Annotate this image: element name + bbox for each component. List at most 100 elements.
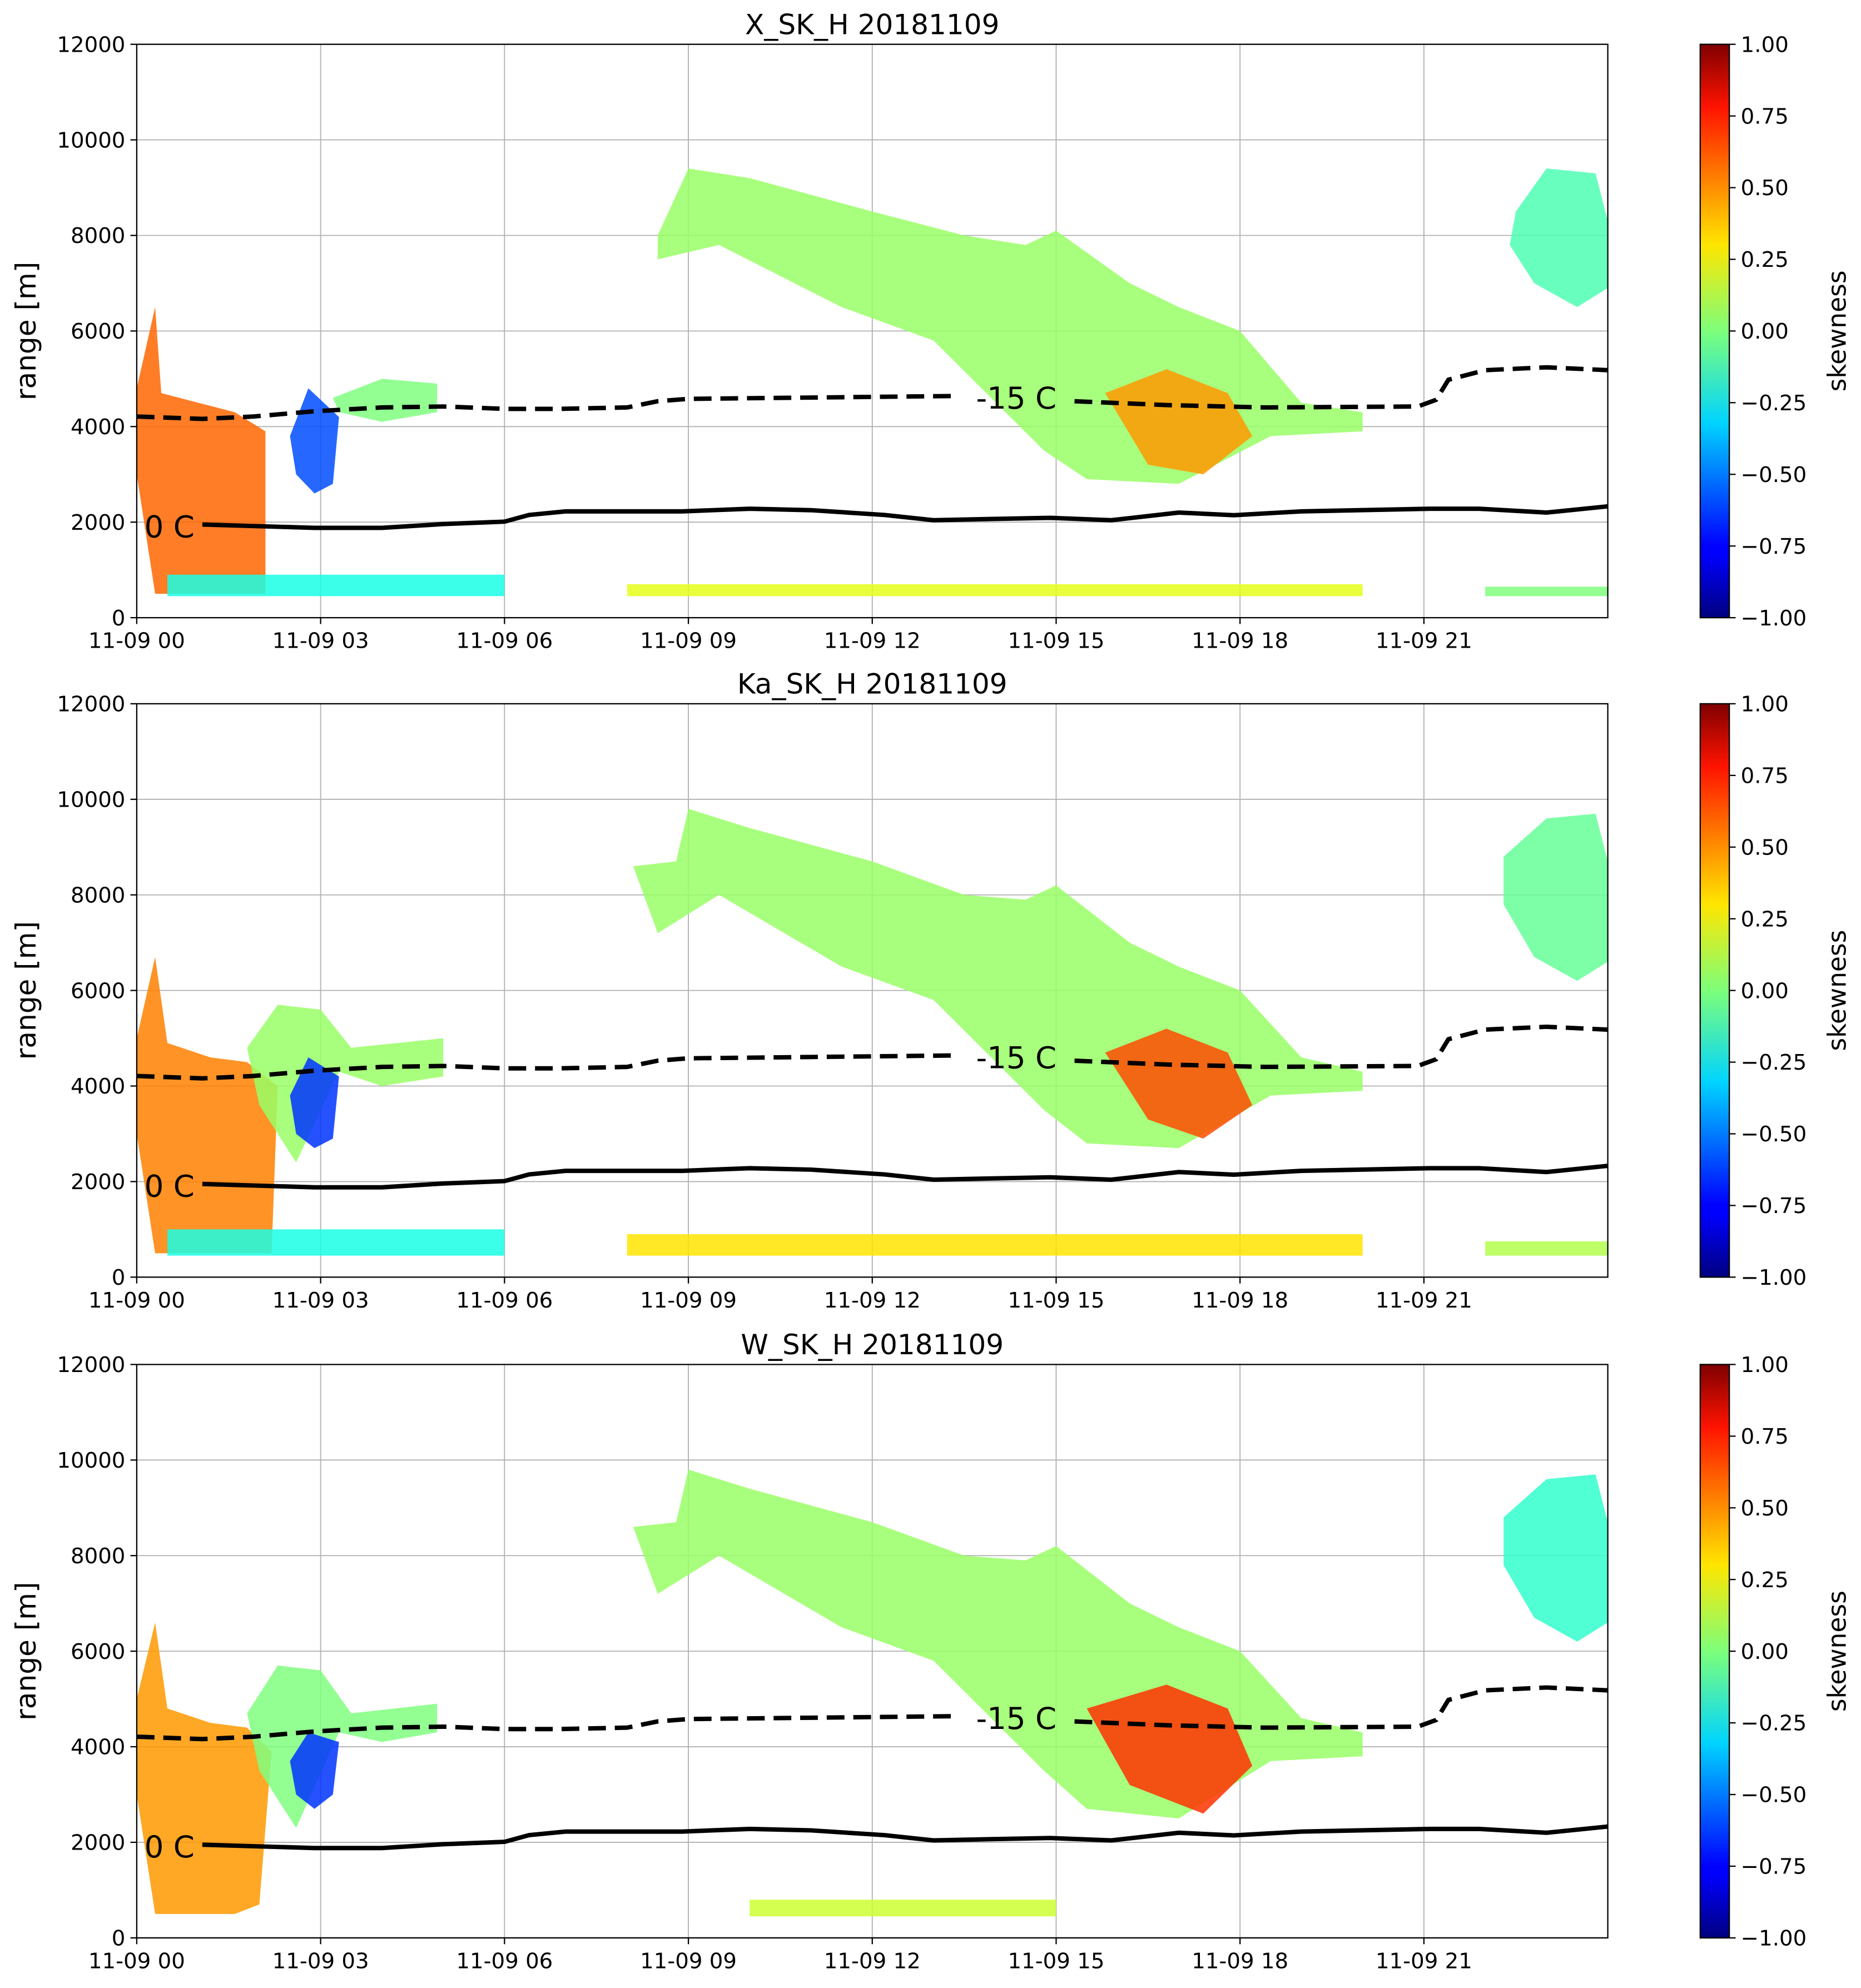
x-tick-label: 11-09 06 <box>456 629 553 654</box>
colorbar-tick-label: 1.00 <box>1741 32 1789 57</box>
colorbar-tick-label: −0.75 <box>1741 1855 1807 1880</box>
x-tick-label: 11-09 03 <box>272 629 369 654</box>
y-axis-label: range [m] <box>10 262 42 400</box>
colorbar-tick-label: 0.25 <box>1741 907 1789 932</box>
x-tick-label: 11-09 21 <box>1376 1949 1472 1974</box>
colorbar-tick-label: 0.25 <box>1741 1568 1789 1593</box>
x-tick-label: 11-09 00 <box>88 1288 185 1313</box>
y-tick-label: 0 <box>112 1265 126 1290</box>
x-tick-label: 11-09 12 <box>824 629 921 654</box>
isotherm-label: 0 C <box>145 1829 195 1865</box>
echo-region <box>136 1622 272 1914</box>
colorbar-tick-label: −1.00 <box>1741 1265 1807 1290</box>
echo-region <box>136 307 266 594</box>
y-axis-label: range [m] <box>10 921 42 1060</box>
x-tick-label: 11-09 18 <box>1192 1949 1288 1974</box>
colorbar-tick-label: 0.00 <box>1741 319 1789 344</box>
x-tick-label: 11-09 15 <box>1008 1288 1104 1313</box>
echo-region <box>136 957 278 1254</box>
x-tick-label: 11-09 09 <box>640 1949 737 1974</box>
colorbar-tick-label: 0.50 <box>1741 835 1789 860</box>
colorbar-tick-label: −0.50 <box>1741 1783 1807 1808</box>
colorbar-tick-label: 0.50 <box>1741 1496 1789 1521</box>
y-tick-label: 2000 <box>71 510 125 535</box>
y-tick-label: 12000 <box>57 32 125 57</box>
colorbar-tick-label: 0.00 <box>1741 1639 1789 1664</box>
echo-region <box>627 1234 1363 1256</box>
colorbar-tick-label: 0.50 <box>1741 176 1789 201</box>
axes-frame <box>136 1364 1609 1939</box>
isotherm-label: 0 C <box>145 509 195 544</box>
x-tick-label: 11-09 18 <box>1192 1288 1288 1313</box>
x-tick-label: 11-09 06 <box>456 1288 553 1313</box>
x-tick-label: 11-09 03 <box>272 1288 369 1313</box>
echo-region <box>657 168 1363 484</box>
isotherm-line <box>136 1685 1608 1742</box>
echo-region <box>1105 1028 1253 1139</box>
colorbar-tick-label: −1.00 <box>1741 606 1807 631</box>
y-tick-label: 2000 <box>71 1831 125 1856</box>
colorbar <box>1699 1364 1730 1939</box>
y-tick-label: 4000 <box>71 1735 125 1760</box>
colorbar-tick-label: 0.25 <box>1741 247 1789 272</box>
echo-region <box>1105 369 1253 475</box>
echo-region <box>167 1229 505 1256</box>
colorbar-label: skewness <box>1823 1591 1852 1712</box>
y-tick-label: 6000 <box>71 319 125 344</box>
y-tick-label: 4000 <box>71 415 125 440</box>
colorbar-tick-label: −0.25 <box>1741 1050 1807 1075</box>
chart-title: X_SK_H 20181109 <box>745 8 999 41</box>
y-tick-label: 8000 <box>71 1544 125 1569</box>
echo-region <box>290 388 339 494</box>
y-tick-label: 10000 <box>57 128 125 153</box>
isotherm-line <box>202 1824 1609 1851</box>
y-axis-label: range [m] <box>10 1582 42 1720</box>
colorbar-tick-label: −0.25 <box>1741 391 1807 416</box>
colorbar-tick-label: −0.50 <box>1741 463 1807 488</box>
y-tick-label: 6000 <box>71 978 125 1003</box>
echo-region <box>290 1057 339 1149</box>
x-tick-label: 11-09 15 <box>1008 1949 1104 1974</box>
colorbar-tick-label: −0.75 <box>1741 534 1807 559</box>
y-tick-label: 0 <box>112 1926 126 1951</box>
echo-region <box>290 1732 339 1809</box>
y-tick-label: 2000 <box>71 1170 125 1195</box>
colorbar-label: skewness <box>1823 930 1852 1051</box>
x-tick-label: 11-09 00 <box>88 1949 185 1974</box>
isotherm-line <box>202 1164 1609 1190</box>
echo-region <box>627 584 1363 597</box>
colorbar-tick-label: 1.00 <box>1741 692 1789 717</box>
echo-region <box>1485 1241 1608 1256</box>
echo-region <box>1086 1684 1253 1814</box>
x-tick-label: 11-09 21 <box>1376 1288 1472 1313</box>
y-tick-label: 6000 <box>71 1639 125 1664</box>
colorbar-tick-label: 0.00 <box>1741 978 1789 1003</box>
isotherm-line <box>136 1024 1608 1081</box>
colorbar-tick-label: 0.75 <box>1741 1424 1789 1449</box>
colorbar-tick-label: −0.50 <box>1741 1122 1807 1147</box>
echo-region <box>333 379 438 422</box>
y-tick-label: 8000 <box>71 223 125 248</box>
echo-region <box>1503 813 1608 981</box>
echo-region <box>1503 1474 1608 1642</box>
x-tick-label: 11-09 18 <box>1192 629 1288 654</box>
y-tick-label: 10000 <box>57 1448 125 1473</box>
colorbar-tick-label: −1.00 <box>1741 1926 1807 1951</box>
echo-region <box>1510 168 1608 307</box>
isotherm-label: -15 C <box>976 380 1056 416</box>
isotherm-line <box>136 365 1608 421</box>
chart-title: W_SK_H 20181109 <box>741 1329 1004 1361</box>
x-tick-label: 11-09 15 <box>1008 629 1104 654</box>
echo-region <box>167 574 505 597</box>
x-tick-label: 11-09 12 <box>824 1288 921 1313</box>
y-tick-label: 12000 <box>57 692 125 717</box>
isotherm-label: -15 C <box>976 1701 1056 1736</box>
y-tick-label: 10000 <box>57 787 125 812</box>
x-tick-label: 11-09 00 <box>88 629 185 654</box>
isotherm-label: 0 C <box>145 1168 195 1204</box>
colorbar-tick-label: 0.75 <box>1741 764 1789 789</box>
y-tick-label: 12000 <box>57 1353 125 1378</box>
x-tick-label: 11-09 09 <box>640 629 737 654</box>
echo-region <box>750 1900 1056 1917</box>
